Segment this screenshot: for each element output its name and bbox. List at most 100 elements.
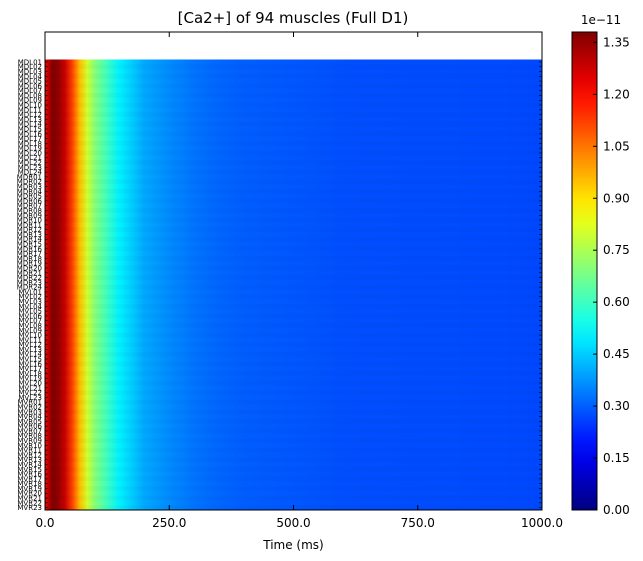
- row-label-MVR09: MVR09: [17, 437, 42, 445]
- heatmap-row-MVR11: [45, 448, 542, 453]
- row-label-MVR21: MVR21: [17, 495, 42, 503]
- row-label-MDR23: MDR23: [17, 279, 42, 287]
- row-label-MVR16: MVR16: [17, 471, 42, 479]
- row-label-MVL11: MVL11: [18, 336, 42, 344]
- heatmap-row-MDR18: [45, 256, 542, 261]
- row-label-MDR11: MDR11: [17, 221, 42, 229]
- heatmap-row-MVR09: [45, 438, 542, 443]
- row-label-MVR04: MVR04: [17, 413, 42, 421]
- heatmap-row-MDR08: [45, 208, 542, 213]
- row-label-MVL05: MVL05: [18, 308, 42, 316]
- heatmap-row-MVL20: [45, 381, 542, 386]
- row-label-MDL11: MDL11: [18, 106, 42, 114]
- row-label-MVL02: MVL02: [18, 293, 42, 301]
- row-label-MDR24: MDR24: [17, 284, 43, 292]
- row-label-MVL21: MVL21: [18, 384, 42, 392]
- x-tick-label: 1000.0: [521, 516, 563, 530]
- heatmap-row-MDR22: [45, 275, 542, 280]
- row-label-MVL04: MVL04: [18, 303, 42, 311]
- heatmap-row-MDR16: [45, 246, 542, 251]
- heatmap-row-MVL12: [45, 342, 542, 347]
- row-label-MDR08: MDR08: [17, 207, 42, 215]
- heatmap-row-MDL14: [45, 122, 542, 127]
- heatmap-row-MDL06: [45, 83, 542, 88]
- heatmap-row-MVR15: [45, 467, 542, 472]
- row-label-MVR02: MVR02: [17, 403, 42, 411]
- row-label-MDL02: MDL02: [18, 63, 42, 71]
- row-label-MVL07: MVL07: [18, 317, 42, 325]
- heatmap-row-MVL06: [45, 314, 542, 319]
- colorbar-tick-label: 0.00: [603, 503, 630, 517]
- heatmap-row-MDL02: [45, 64, 542, 69]
- row-label-MDR21: MDR21: [17, 269, 42, 277]
- row-label-MDL03: MDL03: [18, 68, 42, 76]
- x-tick-label: 250.0: [152, 516, 186, 530]
- row-label-MDL07: MDL07: [18, 87, 42, 95]
- row-label-MDR01: MDR01: [17, 173, 42, 181]
- row-label-MDL10: MDL10: [18, 102, 42, 110]
- row-label-MVL09: MVL09: [18, 327, 42, 335]
- heatmap-row-MVL16: [45, 361, 542, 366]
- colorbar-tick-label: 1.35: [603, 35, 630, 49]
- colorbar-tick-label: 0.30: [603, 399, 630, 413]
- heatmap-row-MDL20: [45, 151, 542, 156]
- heatmap-row-MDL04: [45, 74, 542, 79]
- row-label-MDL19: MDL19: [18, 145, 42, 153]
- row-label-MVR18: MVR18: [17, 480, 42, 488]
- row-label-MVR17: MVR17: [17, 475, 42, 483]
- row-label-MDR22: MDR22: [17, 274, 42, 282]
- row-label-MVR19: MVR19: [17, 485, 42, 493]
- row-label-MVL06: MVL06: [18, 312, 42, 320]
- row-label-MVR15: MVR15: [17, 466, 42, 474]
- colorbar-tick-label: 0.15: [603, 451, 630, 465]
- heatmap-row-MVL04: [45, 304, 542, 309]
- row-label-MVL13: MVL13: [18, 346, 42, 354]
- row-label-MDL15: MDL15: [18, 125, 42, 133]
- row-label-MDL20: MDL20: [18, 149, 42, 157]
- heatmap-row-MDL18: [45, 141, 542, 146]
- heatmap-row-MDR14: [45, 237, 542, 242]
- colorbar-tick-label: 0.75: [603, 243, 630, 257]
- heatmap-row-MVL22: [45, 390, 542, 395]
- row-label-MVL03: MVL03: [18, 298, 42, 306]
- heatmap-row-MVR03: [45, 409, 542, 414]
- row-label-MDR18: MDR18: [17, 255, 42, 263]
- row-label-MVR01: MVR01: [17, 399, 42, 407]
- colorbar-tick-label: 0.90: [603, 191, 630, 205]
- row-label-MDR03: MDR03: [17, 183, 42, 191]
- x-tick-label: 500.0: [276, 516, 310, 530]
- row-label-MDL21: MDL21: [18, 154, 42, 162]
- row-label-MDR06: MDR06: [17, 197, 43, 205]
- x-tick-label: 0.0: [35, 516, 54, 530]
- heatmap-row-MDR04: [45, 189, 542, 194]
- heatmap-row-MVL08: [45, 323, 542, 328]
- heatmap-row-MDL16: [45, 131, 542, 136]
- row-label-MVR07: MVR07: [17, 427, 42, 435]
- row-label-MVR14: MVR14: [17, 461, 42, 469]
- row-label-MVR06: MVR06: [17, 423, 42, 431]
- row-label-MDR12: MDR12: [17, 226, 42, 234]
- row-label-MVR03: MVR03: [17, 408, 42, 416]
- row-label-MDR10: MDR10: [17, 217, 42, 225]
- row-label-MVL12: MVL12: [18, 341, 42, 349]
- row-label-MVL10: MVL10: [18, 332, 42, 340]
- row-label-MDL09: MDL09: [18, 97, 42, 105]
- row-label-MVR12: MVR12: [17, 451, 42, 459]
- colorbar: [571, 31, 598, 511]
- heatmap-row-MVL10: [45, 333, 542, 338]
- heatmap-row-MDR02: [45, 179, 542, 184]
- colorbar-tick-label: 0.60: [603, 295, 630, 309]
- heatmap-row-MDR20: [45, 266, 542, 271]
- heatmap-row-MVR01: [45, 400, 542, 405]
- heatmap-field: [45, 59, 542, 510]
- chart-title: [Ca2+] of 94 muscles (Full D1): [178, 9, 409, 27]
- plot-frame: [44, 31, 543, 511]
- row-label-MDL17: MDL17: [18, 135, 42, 143]
- row-label-MDR15: MDR15: [17, 241, 42, 249]
- row-label-MVR05: MVR05: [17, 418, 42, 426]
- x-axis-label: Time (ms): [262, 538, 324, 552]
- row-label-MDR16: MDR16: [17, 245, 43, 253]
- row-label-MDR02: MDR02: [17, 178, 42, 186]
- row-label-MDL14: MDL14: [18, 121, 43, 129]
- row-label-MDL06: MDL06: [18, 82, 43, 90]
